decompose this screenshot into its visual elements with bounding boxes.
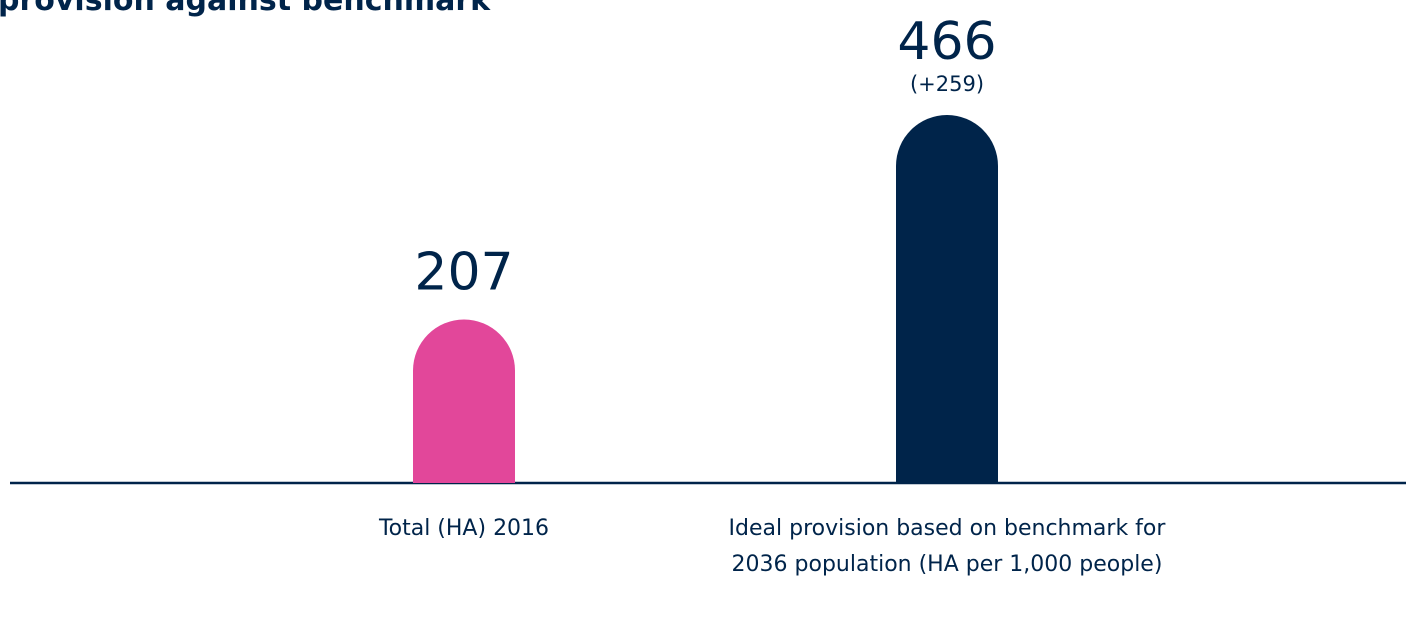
bar [896, 115, 998, 483]
bar [413, 319, 515, 483]
chart-title: provision against benchmark [0, 0, 491, 18]
value-label: 466 [897, 12, 996, 72]
annotation: (+259) [910, 72, 984, 96]
x-tick-label: Ideal provision based on benchmark for 2… [728, 516, 1166, 577]
x-tick-label: Total (HA) 2016 [378, 516, 550, 541]
value-label: 207 [414, 243, 513, 303]
